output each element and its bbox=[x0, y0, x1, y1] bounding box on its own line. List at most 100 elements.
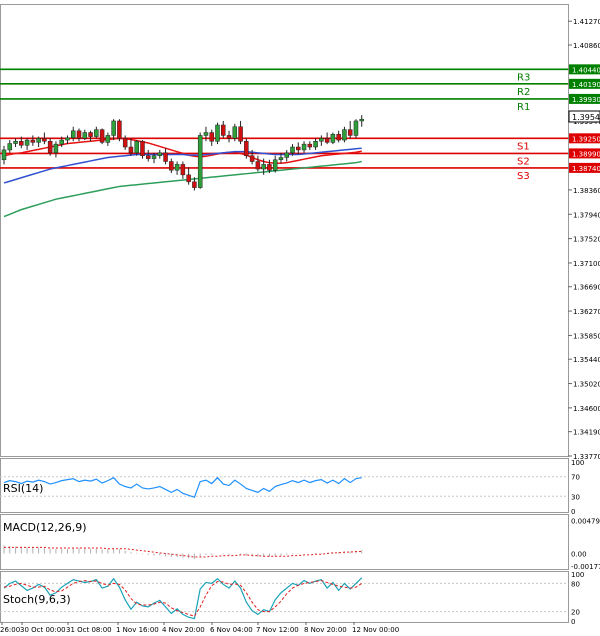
level-price-box bbox=[569, 133, 600, 144]
level-name-r3: R3 bbox=[517, 72, 530, 83]
candle-body bbox=[53, 143, 59, 154]
price-tick-label: 1.35020 bbox=[573, 381, 600, 389]
rsi-panel: RSI(14) 100 70 30 0 bbox=[0, 459, 584, 516]
support-resistance-levels: R3 1.40440 R2 1.40190 R1 1.39930 S1 1.39250 S2 1.… bbox=[0, 64, 600, 182]
candle-body bbox=[140, 140, 145, 156]
level-price-label: 1.38740 bbox=[572, 165, 600, 173]
candle-body bbox=[313, 140, 318, 148]
level-price-label: 1.40440 bbox=[572, 66, 600, 74]
candle-body bbox=[301, 143, 307, 151]
candle-body bbox=[307, 143, 313, 148]
candle-body bbox=[278, 157, 284, 161]
candle-body bbox=[59, 139, 64, 145]
level-price-label: 1.38990 bbox=[572, 150, 600, 158]
rsi-panel-frame bbox=[0, 458, 569, 513]
candle-body bbox=[7, 143, 13, 151]
current-price-box bbox=[568, 110, 600, 123]
time-tick-label: 1 Nov 16:00 bbox=[116, 626, 159, 634]
candle-body bbox=[1, 149, 7, 161]
price-tick-label: 1.35850 bbox=[573, 332, 600, 340]
candle-body bbox=[30, 139, 36, 143]
candle-body bbox=[128, 146, 134, 154]
time-tick-label: 4 Nov 20:00 bbox=[162, 626, 205, 634]
price-tick-label: 1.37100 bbox=[573, 260, 600, 268]
candle-body bbox=[336, 134, 341, 141]
candle-body bbox=[261, 164, 266, 170]
candle-body bbox=[267, 164, 272, 171]
level-name-r1: R1 bbox=[517, 102, 530, 113]
price-tick-label: 1.34600 bbox=[573, 405, 600, 413]
current-price-marker: 1.39547 bbox=[568, 110, 600, 123]
candle-body bbox=[272, 159, 278, 171]
candle-body bbox=[186, 174, 191, 183]
candle-body bbox=[330, 134, 336, 143]
moving-average-line bbox=[3, 160, 362, 218]
candle-body bbox=[203, 132, 209, 136]
candle-body bbox=[174, 164, 180, 171]
panel-frames bbox=[0, 4, 569, 623]
price-tick-label: 1.37940 bbox=[573, 211, 600, 219]
rsi-tick-label: 30 bbox=[571, 493, 580, 501]
candle-body bbox=[324, 138, 330, 143]
candle-body bbox=[169, 161, 174, 171]
candle-body bbox=[353, 120, 359, 136]
price-tick-label: 1.38360 bbox=[573, 187, 600, 195]
rsi-label: RSI(14) bbox=[3, 482, 43, 495]
level-name-s2: S2 bbox=[517, 156, 530, 167]
price-tick-label: 1.34190 bbox=[573, 429, 600, 437]
level-price-box bbox=[569, 93, 600, 104]
level-name-s3: S3 bbox=[517, 171, 530, 182]
stoch-tick-label: 0 bbox=[571, 618, 575, 626]
candle-body bbox=[117, 120, 122, 139]
time-tick-label: 6 Nov 04:00 bbox=[210, 626, 253, 634]
macd-label: MACD(12,26,9) bbox=[3, 521, 87, 534]
candle-body bbox=[47, 140, 53, 154]
candlestick-series bbox=[1, 115, 364, 191]
level-name-r2: R2 bbox=[517, 87, 530, 98]
rsi-tick-label: 0 bbox=[571, 508, 575, 516]
candle-body bbox=[232, 126, 238, 139]
candle-body bbox=[36, 138, 41, 143]
candle-body bbox=[122, 138, 128, 148]
price-tick-label: 1.36270 bbox=[573, 308, 600, 316]
candle-body bbox=[226, 135, 232, 139]
stoch-label: Stoch(9,6,3) bbox=[3, 593, 71, 606]
macd-tick-label: 0.00 bbox=[571, 551, 587, 559]
candle-body bbox=[134, 140, 139, 154]
stoch-tick-label: 100 bbox=[571, 571, 584, 579]
candle-body bbox=[151, 155, 157, 159]
level-price-label: 1.39250 bbox=[572, 135, 600, 143]
time-tick-label: 30 Oct 00:00 bbox=[20, 626, 66, 634]
candle-body bbox=[146, 155, 151, 159]
candle-body bbox=[244, 140, 249, 156]
candle-body bbox=[76, 130, 82, 139]
moving-average-line bbox=[3, 147, 362, 184]
level-price-label: 1.39930 bbox=[572, 96, 600, 104]
candle-body bbox=[111, 120, 116, 136]
time-tick-label: 31 Oct 08:00 bbox=[66, 626, 112, 634]
price-tick-label: 1.41270 bbox=[573, 18, 600, 26]
price-tick-label: 1.37520 bbox=[573, 236, 600, 244]
candle-body bbox=[105, 135, 111, 143]
level-price-box bbox=[569, 162, 600, 173]
level-price-box bbox=[569, 78, 600, 89]
stoch-tick-label: 80 bbox=[571, 580, 580, 588]
price-tick-label: 1.40860 bbox=[573, 42, 600, 50]
level-name-s1: S1 bbox=[517, 141, 530, 152]
macd-panel-frame bbox=[0, 514, 569, 570]
time-axis: 26:00 30 Oct 00:00 31 Oct 08:00 1 Nov 16:00… bbox=[0, 622, 399, 634]
level-price-label: 1.40190 bbox=[572, 81, 600, 89]
candle-body bbox=[342, 129, 347, 141]
candle-body bbox=[157, 152, 163, 156]
current-price-label: 1.39547 bbox=[572, 113, 600, 122]
stoch-panel-frame bbox=[0, 571, 569, 623]
level-price-box bbox=[569, 148, 600, 159]
candle-body bbox=[255, 161, 261, 170]
candle-body bbox=[192, 181, 197, 188]
candle-body bbox=[42, 138, 47, 142]
candle-body bbox=[359, 118, 364, 122]
stoch-main-line bbox=[3, 577, 363, 620]
time-tick-label: 8 Nov 20:00 bbox=[304, 626, 347, 634]
